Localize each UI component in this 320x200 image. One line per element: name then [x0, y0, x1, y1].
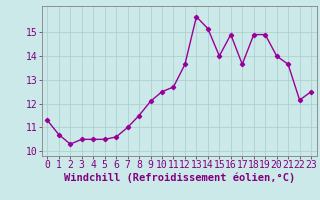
X-axis label: Windchill (Refroidissement éolien,°C): Windchill (Refroidissement éolien,°C) — [64, 173, 295, 183]
